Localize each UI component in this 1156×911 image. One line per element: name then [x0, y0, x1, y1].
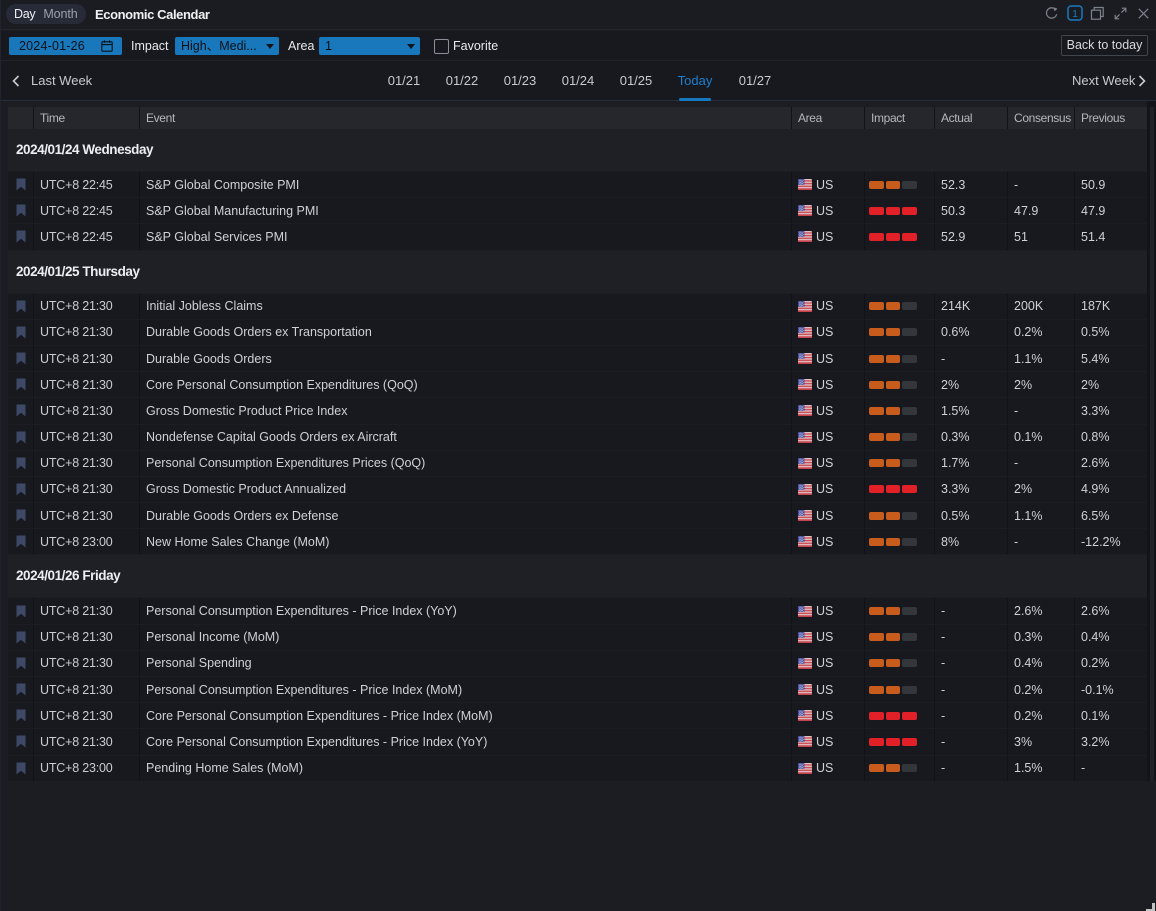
svg-text:1: 1	[1072, 8, 1078, 20]
